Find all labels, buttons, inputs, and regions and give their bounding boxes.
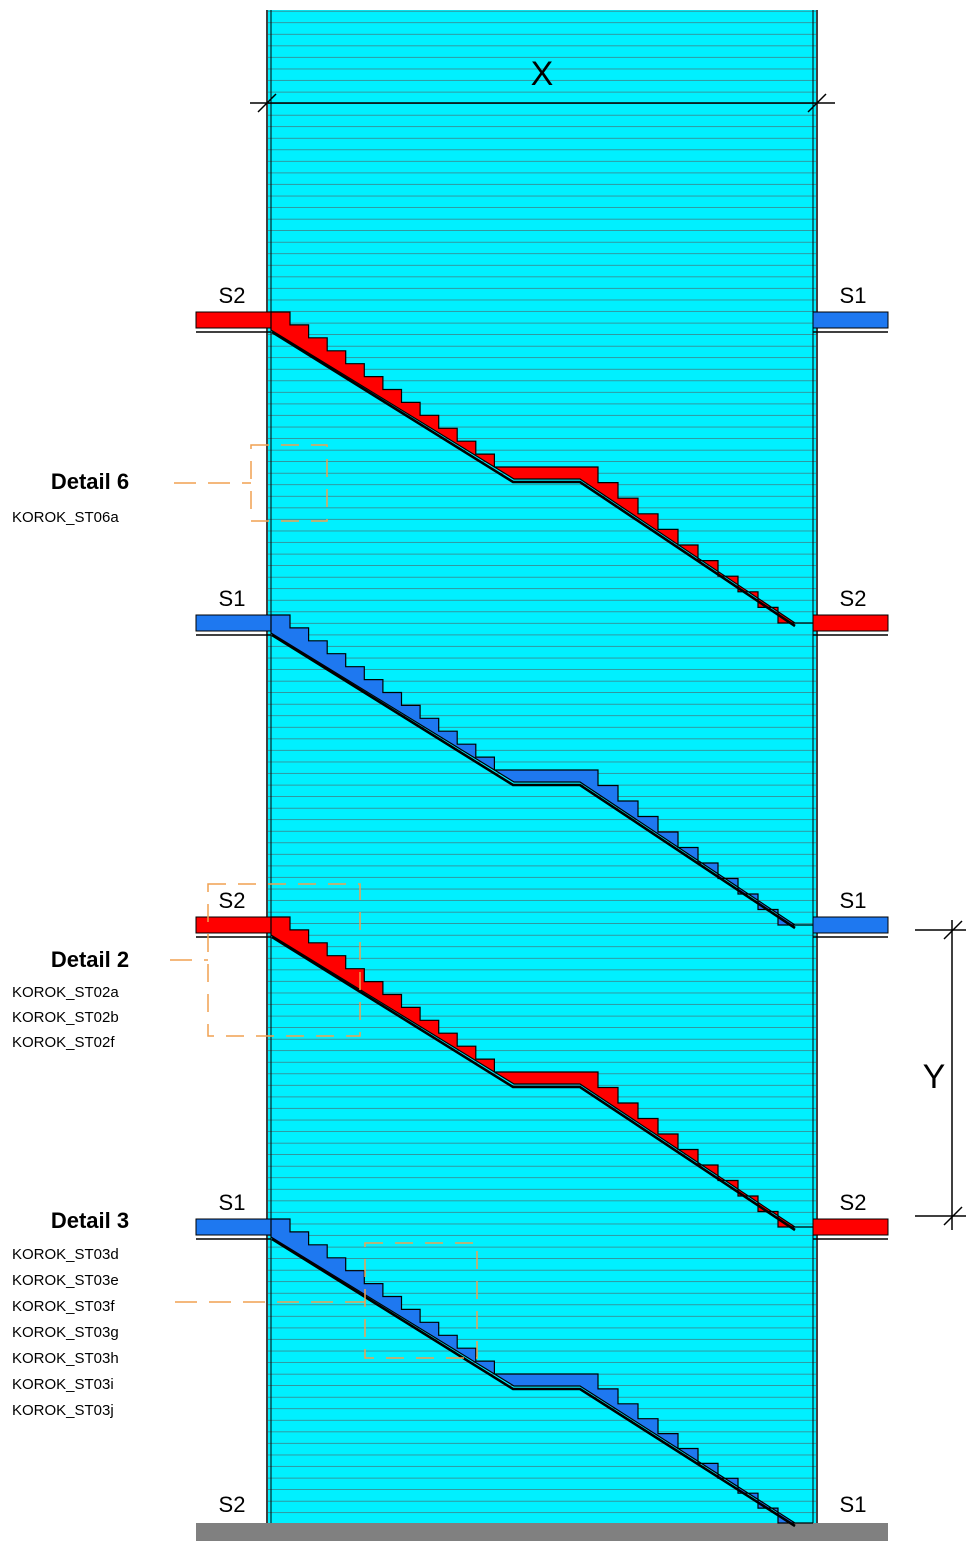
detail-3-code: KOROK_ST03f [12,1298,115,1315]
stair-flight-3-steps [270,916,813,1228]
detail-2-callout-box [207,883,361,1037]
level-3-left-label: S2 [219,888,246,913]
stairs-layer [195,311,889,1528]
stair-flight-3-soffit [271,935,796,1232]
detail-3-code: KOROK_ST03d [12,1246,119,1263]
stair-flight-1 [270,311,813,628]
detail-3-code: KOROK_ST03i [12,1376,114,1393]
level-3-right-slab [812,916,889,934]
detail-2-code: KOROK_ST02a [12,984,119,1001]
y-dimension-label: Y [923,1058,946,1096]
detail-3-callout-box [364,1242,478,1359]
y-dimension: Y [915,920,966,1230]
detail-3-code: KOROK_ST03g [12,1324,119,1341]
stairwell-hatch [268,10,816,1523]
level-2-left-slab [195,614,272,632]
detail-6-label-group: Detail 6 KOROK_ST06a [12,469,129,526]
x-dimension-label: X [531,55,554,93]
stair-flight-4 [270,1218,813,1528]
stair-flight-4-soffit [271,1237,796,1528]
level-5-right-label: S1 [840,1492,867,1517]
level-1-right-label: S1 [840,283,867,308]
x-dimension: X [250,55,835,113]
detail-3-code: KOROK_ST03h [12,1350,119,1367]
detail-2-title: Detail 2 [51,947,129,972]
ground-floor-slab [196,1523,888,1541]
level-4-left-label: S1 [219,1190,246,1215]
detail-3-title: Detail 3 [51,1208,129,1233]
stair-flight-1-soffit [271,330,796,628]
level-1-left-label: S2 [219,283,246,308]
level-2-left-label: S1 [219,586,246,611]
detail-2-label-group: Detail 2 KOROK_ST02a KOROK_ST02b KOROK_S… [12,947,129,1051]
stair-flight-2 [270,614,813,930]
detail-2-code: KOROK_ST02b [12,1009,119,1026]
detail-6-code: KOROK_ST06a [12,509,119,526]
level-3-right-label: S1 [840,888,867,913]
level-2-right-slab [812,614,889,632]
callout-layer [170,444,478,1359]
level-4-right-slab [812,1218,889,1236]
level-5-left-label: S2 [219,1492,246,1517]
detail-2-code: KOROK_ST02f [12,1034,115,1051]
stair-flight-1-steps [270,311,813,624]
level-2-right-label: S2 [840,586,867,611]
detail-3-label-group: Detail 3 KOROK_ST03d KOROK_ST03e KOROK_S… [12,1208,129,1419]
detail-3-code: KOROK_ST03e [12,1272,119,1289]
level-4-left-slab [195,1218,272,1236]
detail-6-title: Detail 6 [51,469,129,494]
stair-flight-2-steps [270,614,813,926]
level-4-right-label: S2 [840,1190,867,1215]
level-1-right-slab [812,311,889,329]
stair-flight-3 [270,916,813,1232]
stair-flight-2-soffit [271,633,796,930]
level-1-left-slab [195,311,272,329]
detail-6-callout-box [250,444,328,522]
detail-3-code: KOROK_ST03j [12,1402,114,1419]
